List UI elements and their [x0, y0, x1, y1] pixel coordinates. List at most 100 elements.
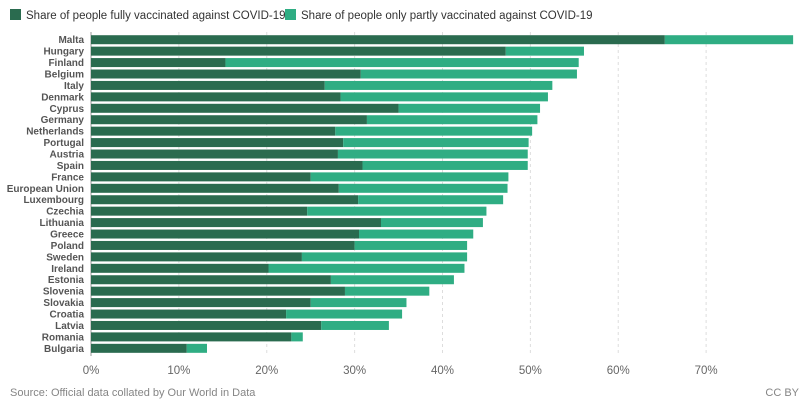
bar-denmark-partly: [340, 92, 548, 102]
category-label-czechia: Czechia: [46, 207, 84, 218]
bar-cyprus-partly: [398, 103, 541, 113]
bar-germany-partly: [366, 115, 538, 125]
bar-bulgaria-partly: [186, 343, 207, 353]
category-label-malta: Malta: [58, 35, 84, 46]
x-tick-label-20: 20%: [255, 365, 278, 377]
category-label-romania: Romania: [42, 332, 85, 343]
category-label-finland: Finland: [48, 58, 84, 69]
bar-romania-fully: [91, 332, 292, 342]
x-tick-label-50: 50%: [519, 365, 542, 377]
bar-croatia-fully: [91, 309, 287, 319]
category-label-greece: Greece: [50, 230, 84, 241]
bar-netherlands-partly: [335, 126, 533, 136]
bar-lithuania-partly: [380, 218, 483, 228]
x-tick-label-70: 70%: [695, 365, 718, 377]
bar-austria-fully: [91, 149, 338, 159]
bar-sweden-fully: [91, 252, 302, 262]
bar-austria-partly: [337, 149, 528, 159]
category-label-cyprus: Cyprus: [50, 104, 85, 115]
bar-france-partly: [310, 172, 509, 182]
bar-hungary-fully: [91, 46, 506, 56]
bar-poland-partly: [354, 240, 468, 250]
category-label-ireland: Ireland: [51, 264, 84, 275]
bar-greece-fully: [91, 229, 360, 239]
x-axis-tick-labels: 0% 10% 20% 30% 40% 50% 60% 70%: [83, 365, 718, 377]
category-label-spain: Spain: [57, 161, 84, 172]
category-label-slovenia: Slovenia: [43, 287, 85, 298]
category-label-italy: Italy: [64, 81, 84, 92]
bar-italy-partly: [324, 80, 553, 90]
bar-denmark-fully: [91, 92, 341, 102]
bar-finland-fully: [91, 58, 226, 68]
bar-slovenia-partly: [344, 286, 430, 296]
category-label-france: France: [51, 172, 84, 183]
x-tick-label-60: 60%: [607, 365, 630, 377]
bar-slovakia-fully: [91, 298, 311, 308]
legend-label-partly: Share of people only partly vaccinated a…: [301, 10, 593, 22]
bar-italy-fully: [91, 80, 325, 90]
bar-malta-partly: [664, 35, 794, 45]
category-label-lithuania: Lithuania: [40, 218, 85, 229]
bar-cyprus-fully: [91, 103, 399, 113]
category-label-slovakia: Slovakia: [43, 298, 84, 309]
bars: [91, 35, 794, 353]
bar-poland-fully: [91, 240, 355, 250]
bar-luxembourg-partly: [358, 195, 504, 205]
category-label-estonia: Estonia: [48, 275, 85, 286]
category-label-european-union: European Union: [7, 184, 84, 195]
bar-slovakia-partly: [310, 298, 407, 308]
bar-european-union-fully: [91, 183, 339, 193]
category-label-hungary: Hungary: [43, 47, 84, 58]
bar-latvia-partly: [321, 320, 389, 330]
bar-belgium-fully: [91, 69, 361, 79]
bar-sweden-partly: [301, 252, 468, 262]
legend: Share of people fully vaccinated against…: [10, 9, 593, 22]
bar-spain-partly: [362, 160, 528, 170]
x-tick-label-10: 10%: [167, 365, 190, 377]
bar-czechia-fully: [91, 206, 308, 216]
x-tick-label-40: 40%: [431, 365, 454, 377]
bar-slovenia-fully: [91, 286, 345, 296]
bar-estonia-partly: [330, 275, 454, 285]
bar-estonia-fully: [91, 275, 331, 285]
bar-netherlands-fully: [91, 126, 336, 136]
bar-ireland-partly: [268, 263, 465, 273]
x-tick-label-30: 30%: [343, 365, 366, 377]
legend-swatch-fully: [10, 9, 21, 20]
bar-latvia-fully: [91, 320, 322, 330]
category-label-bulgaria: Bulgaria: [44, 344, 84, 355]
category-label-netherlands: Netherlands: [26, 127, 84, 138]
bar-romania-partly: [291, 332, 303, 342]
category-label-belgium: Belgium: [45, 70, 85, 81]
bar-croatia-partly: [286, 309, 403, 319]
category-label-portugal: Portugal: [43, 138, 84, 149]
bar-luxembourg-fully: [91, 195, 359, 205]
bar-portugal-fully: [91, 138, 344, 148]
bar-france-fully: [91, 172, 311, 182]
grid-lines: [90, 32, 707, 357]
bar-finland-partly: [225, 58, 579, 68]
category-label-germany: Germany: [41, 115, 85, 126]
source-note: Source: Official data collated by Our Wo…: [10, 387, 256, 399]
category-label-sweden: Sweden: [46, 252, 84, 263]
bar-ireland-fully: [91, 263, 269, 273]
bar-malta-fully: [91, 35, 665, 45]
bar-germany-fully: [91, 115, 367, 125]
bar-lithuania-fully: [91, 218, 381, 228]
x-tick-label-0: 0%: [83, 365, 100, 377]
bar-spain-fully: [91, 160, 363, 170]
category-label-austria: Austria: [50, 150, 85, 161]
category-label-croatia: Croatia: [50, 310, 85, 321]
bar-bulgaria-fully: [91, 343, 187, 353]
legend-swatch-partly: [285, 9, 296, 20]
license-label: CC BY: [765, 387, 799, 399]
category-label-latvia: Latvia: [55, 321, 84, 332]
bar-european-union-partly: [338, 183, 508, 193]
bar-czechia-partly: [307, 206, 487, 216]
bar-greece-partly: [359, 229, 474, 239]
bar-belgium-partly: [360, 69, 577, 79]
bar-hungary-partly: [505, 46, 584, 56]
legend-label-fully: Share of people fully vaccinated against…: [26, 10, 286, 22]
category-labels: MaltaHungaryFinlandBelgiumItalyDenmarkCy…: [7, 35, 85, 355]
